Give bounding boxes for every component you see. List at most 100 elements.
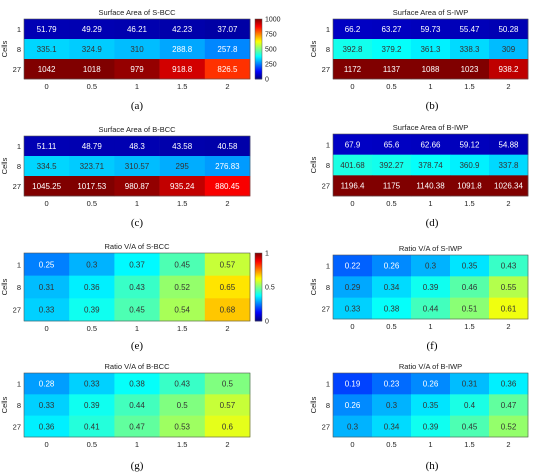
cell-label: 0.38 — [384, 304, 400, 313]
y-tick-label: 27 — [13, 422, 21, 431]
cell-label: 0.26 — [345, 401, 361, 410]
cell-label: 0.39 — [84, 306, 100, 315]
colorbar-segment — [255, 26, 262, 28]
cell-label: 335.1 — [37, 45, 58, 54]
x-tick-label: 2 — [506, 440, 510, 449]
heatmap-cell — [372, 255, 412, 277]
heatmap-cell — [489, 19, 529, 40]
cell-label: 0.51 — [462, 304, 478, 313]
cell-label: 0.43 — [501, 262, 517, 271]
colorbar-segment — [255, 274, 262, 276]
x-tick-label: 1.5 — [177, 324, 187, 333]
cell-label: 310.57 — [125, 162, 150, 171]
cell-label: 43.58 — [172, 142, 193, 151]
colorbar-segment — [255, 51, 262, 54]
heatmap-cell — [372, 59, 412, 80]
panel-label: (h) — [426, 460, 439, 472]
cell-label: 0.61 — [501, 304, 517, 313]
cell-label: 378.74 — [418, 161, 443, 170]
cell-label: 0.43 — [174, 380, 190, 389]
panel-title: Ratio V/A of S-IWP — [399, 244, 462, 253]
colorbar-segment — [255, 288, 262, 290]
cell-label: 40.58 — [217, 142, 238, 151]
colorbar-segment — [255, 276, 262, 278]
cell-label: 0.33 — [39, 306, 55, 315]
colorbar-segment — [255, 45, 262, 47]
colorbar-segment — [255, 72, 262, 74]
heatmap-cell — [204, 298, 251, 322]
cell-label: 0.53 — [174, 422, 190, 431]
heatmap-cell — [489, 154, 529, 176]
colorbar-segment — [255, 307, 262, 309]
heatmap-cell — [24, 39, 70, 60]
heatmap-cell — [450, 175, 490, 197]
heatmap-cell — [450, 297, 490, 320]
colorbar-segment — [255, 260, 262, 262]
cell-label: 54.88 — [498, 140, 519, 149]
cell-label: 1042 — [38, 65, 56, 74]
colorbar-segment — [255, 71, 262, 73]
cell-label: 1088 — [422, 65, 440, 74]
heatmap-cell — [372, 19, 412, 40]
colorbar-segment — [255, 49, 262, 51]
cell-label: 0.3 — [347, 422, 359, 431]
colorbar-segment — [255, 319, 262, 322]
heatmap-cell — [24, 298, 70, 322]
heatmap-cell — [333, 415, 373, 438]
heatmap-cell — [372, 394, 412, 416]
heatmap-cell — [450, 59, 490, 80]
colorbar-segment — [255, 305, 262, 307]
x-tick-label: 2 — [506, 322, 510, 331]
colorbar-segment — [255, 300, 262, 303]
cell-label: 51.11 — [37, 142, 57, 151]
panel-label: (b) — [426, 100, 439, 112]
colorbar-segment — [255, 28, 262, 30]
cell-label: 0.41 — [84, 422, 100, 431]
cell-label: 1137 — [383, 65, 401, 74]
heatmap-cell — [333, 175, 373, 197]
colorbar-segment — [255, 310, 262, 312]
cell-label: 0.4 — [464, 401, 476, 410]
colorbar-segment — [255, 33, 262, 35]
heatmap-panel-3: Surface Area of B-BCC 51.11 48.79 48.3 43.58… — [0, 125, 251, 229]
colorbar-segment — [255, 293, 262, 295]
colorbar-segment — [255, 295, 262, 297]
heatmap-cell — [24, 275, 70, 299]
heatmap-panel-7: Ratio V/A of B-BCC 0.28 0.33 0.38 0.43 0.5 0.3… — [0, 362, 251, 472]
cell-label: 0.57 — [220, 401, 236, 410]
x-tick-label: 2 — [506, 82, 510, 91]
colorbar-segment — [255, 38, 262, 41]
heatmap-cell — [450, 154, 490, 176]
heatmap-cell — [372, 39, 412, 60]
colorbar-segment — [255, 258, 262, 260]
heatmap-cell — [24, 373, 70, 395]
x-tick-label: 1 — [428, 440, 432, 449]
x-tick-label: 0 — [350, 440, 354, 449]
colorbar-tick-label: 500 — [265, 47, 277, 54]
x-tick-label: 2 — [225, 199, 229, 208]
colorbar-segment — [255, 63, 262, 65]
colorbar-segment — [255, 22, 262, 25]
cell-label: 0.23 — [384, 380, 400, 389]
colorbar-segment — [255, 257, 262, 259]
heatmap-cell — [372, 415, 412, 438]
colorbar-segment — [255, 279, 262, 282]
y-axis-label: Cells — [0, 396, 9, 413]
y-axis-label: Cells — [309, 40, 318, 57]
colorbar-segment — [255, 32, 262, 34]
heatmap-cell — [114, 298, 160, 322]
colorbar-segment — [255, 42, 262, 44]
y-tick-label: 8 — [17, 283, 21, 292]
heatmap-cell — [159, 136, 206, 157]
heatmap-cell — [114, 373, 160, 395]
colorbar-tick-label: 750 — [265, 32, 277, 39]
cell-label: 0.6 — [222, 422, 234, 431]
cell-label: 0.34 — [384, 422, 400, 431]
colorbar-segment — [255, 70, 262, 72]
cell-label: 37.07 — [217, 25, 238, 34]
colorbar-segment — [255, 75, 262, 77]
colorbar-segment — [255, 43, 262, 45]
y-axis-label: Cells — [0, 278, 9, 295]
cell-label: 59.73 — [420, 25, 441, 34]
colorbar-segment — [255, 306, 262, 308]
